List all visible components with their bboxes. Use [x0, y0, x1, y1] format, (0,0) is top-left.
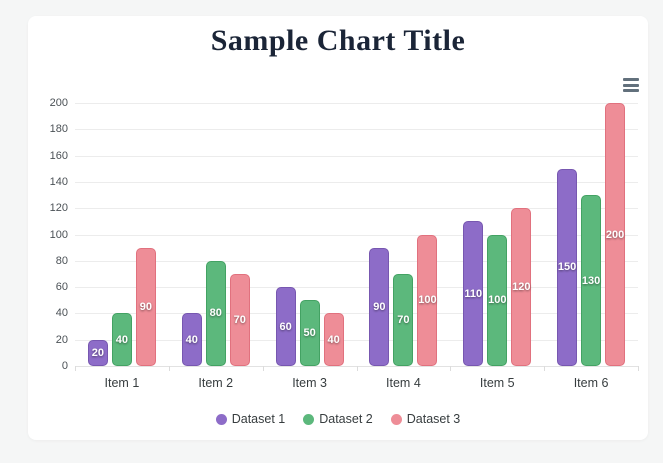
bar-value-label: 40	[115, 333, 129, 346]
chart-legend: Dataset 1 Dataset 2 Dataset 3	[28, 412, 648, 426]
y-gridline	[75, 313, 638, 315]
bar-value-label: 40	[185, 333, 198, 346]
bar-chart: 0 20 40 60 80 100 120 140 160 180 200 20 40 90 Item 1 4…	[28, 16, 648, 440]
y-axis-tick-label: 60	[55, 281, 68, 294]
legend-label: Dataset 3	[406, 412, 461, 426]
x-axis-tick	[262, 366, 264, 371]
legend-marker-icon	[303, 413, 315, 425]
legend-marker-icon	[215, 413, 227, 425]
bar-dataset-3-item-2[interactable]: 70	[229, 273, 250, 366]
bar-dataset-1-item-1[interactable]: 20	[87, 339, 108, 366]
x-axis-tick	[75, 366, 76, 371]
y-gridline	[75, 103, 638, 104]
bar-value-label: 70	[233, 313, 246, 326]
legend-marker-icon	[390, 413, 402, 425]
bar-dataset-2-item-2[interactable]: 80	[205, 260, 226, 366]
menu-bar	[623, 89, 639, 92]
y-axis-tick-label: 140	[49, 175, 68, 188]
y-gridline	[75, 181, 638, 183]
bar-value-label: 20	[91, 346, 105, 359]
x-axis-tick	[638, 366, 639, 371]
x-axis-tick	[168, 366, 170, 371]
y-gridline	[75, 260, 638, 262]
legend-item-dataset-2[interactable]: Dataset 2	[303, 412, 373, 426]
bar-value-label: 110	[464, 287, 483, 300]
y-axis-tick-label: 180	[49, 123, 68, 136]
bar-dataset-3-item-5[interactable]: 120	[511, 208, 532, 366]
bar-value-label: 90	[373, 300, 386, 313]
bar-value-label: 80	[209, 307, 222, 320]
legend-item-dataset-1[interactable]: Dataset 1	[215, 412, 286, 426]
x-axis-category-label: Item 1	[104, 376, 140, 390]
y-axis-tick-label: 120	[49, 202, 68, 215]
legend-label: Dataset 1	[231, 412, 286, 426]
chart-card: Sample Chart Title 0 20 40 60 80 100 120 140 160…	[28, 16, 648, 440]
x-axis-category-label: Item 6	[573, 376, 609, 390]
y-axis-tick-label: 100	[49, 228, 68, 241]
bar-dataset-2-item-4[interactable]: 70	[393, 273, 414, 366]
y-gridline	[75, 287, 638, 289]
bar-dataset-1-item-4[interactable]: 90	[369, 247, 390, 366]
x-axis-category-label: Item 2	[198, 376, 234, 390]
menu-bar	[623, 78, 639, 81]
x-axis-category-label: Item 5	[479, 376, 515, 390]
bar-value-label: 90	[139, 300, 153, 313]
x-axis-category-label: Item 4	[386, 376, 421, 390]
x-axis-category-label: Item 3	[292, 376, 327, 390]
bar-value-label: 130	[581, 274, 601, 287]
x-axis-tick	[544, 366, 546, 371]
bar-dataset-3-item-6[interactable]: 200	[605, 103, 626, 366]
x-axis-tick	[450, 366, 452, 371]
y-axis-tick-label: 200	[49, 97, 68, 109]
bar-value-label: 100	[488, 294, 507, 307]
bar-value-label: 50	[303, 327, 316, 340]
bar-value-label: 100	[418, 294, 437, 307]
bar-dataset-1-item-3[interactable]: 60	[275, 287, 296, 366]
y-axis-tick-label: 20	[55, 333, 68, 346]
bar-dataset-3-item-1[interactable]: 90	[135, 247, 156, 366]
legend-item-dataset-3[interactable]: Dataset 3	[390, 412, 461, 426]
bar-dataset-3-item-3[interactable]: 40	[323, 313, 344, 366]
y-gridline	[75, 208, 638, 210]
y-gridline	[75, 129, 638, 131]
bar-dataset-2-item-1[interactable]: 40	[111, 313, 132, 366]
y-gridline	[75, 339, 638, 341]
y-axis-tick-label: 0	[61, 360, 68, 372]
bar-dataset-2-item-3[interactable]: 50	[299, 300, 320, 366]
bar-dataset-1-item-5[interactable]: 110	[463, 221, 484, 366]
bar-value-label: 150	[557, 261, 577, 274]
y-axis-tick-label: 40	[55, 307, 68, 320]
bar-dataset-3-item-4[interactable]: 100	[417, 234, 438, 366]
bar-value-label: 60	[279, 320, 292, 333]
y-gridline	[75, 155, 638, 157]
menu-bar	[623, 83, 639, 87]
bar-dataset-2-item-5[interactable]: 100	[487, 234, 508, 366]
bar-value-label: 40	[327, 333, 340, 346]
chart-title: Sample Chart Title	[210, 24, 466, 57]
bar-value-label: 70	[397, 313, 410, 326]
bar-value-label: 200	[605, 228, 625, 241]
legend-label: Dataset 2	[319, 412, 373, 426]
bar-dataset-2-item-6[interactable]: 130	[581, 195, 602, 366]
x-axis-tick	[356, 366, 358, 371]
y-axis-tick-label: 80	[55, 254, 68, 267]
chart-menu-icon[interactable]	[623, 78, 639, 92]
y-axis-tick-label: 160	[49, 149, 68, 162]
bar-dataset-1-item-6[interactable]: 150	[557, 168, 578, 366]
bar-dataset-1-item-2[interactable]: 40	[181, 313, 202, 366]
y-gridline	[75, 234, 638, 236]
bar-value-label: 120	[512, 281, 531, 294]
